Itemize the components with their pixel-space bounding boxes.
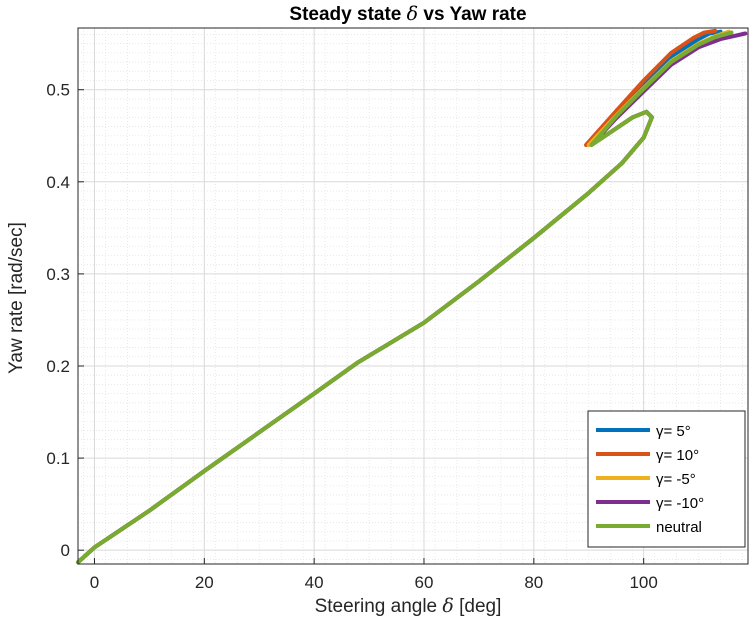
x-axis-label: Steering angle δ [deg] [315,595,502,617]
x-tick-label: 60 [415,573,434,592]
x-tick-label: 40 [305,573,324,592]
legend-entry-label: γ= -5° [656,471,696,488]
chart-title: Steady state δ vs Yaw rate [289,3,526,25]
axes-box [77,27,749,565]
series-line-5 [76,30,734,565]
legend-entry-label: neutral [656,519,702,536]
x-tick-label: 0 [90,573,99,592]
y-axis-label: Yaw rate [rad/sec] [6,222,27,374]
plot-area: 0 20 40 60 80 100 0 0.1 0.2 0.3 0.4 0.5 [46,27,749,592]
y-tick-label: 0 [61,541,70,560]
x-tick-label: 100 [629,573,657,592]
y-tick-label: 0.1 [46,449,70,468]
y-tick-label: 0.4 [46,173,70,192]
legend-entry-label: γ= 10° [656,447,699,464]
x-tick-label: 80 [524,573,543,592]
legend-entry-label: γ= 5° [656,423,691,440]
y-tick-label: 0.5 [46,81,70,100]
y-tick-label: 0.3 [46,265,70,284]
legend: γ= 5° γ= 10° γ= -5° γ= -10° neutral [587,410,746,548]
legend-entry-label: γ= -10° [656,495,704,512]
x-tick-label: 20 [195,573,214,592]
y-tick-label: 0.2 [46,357,70,376]
